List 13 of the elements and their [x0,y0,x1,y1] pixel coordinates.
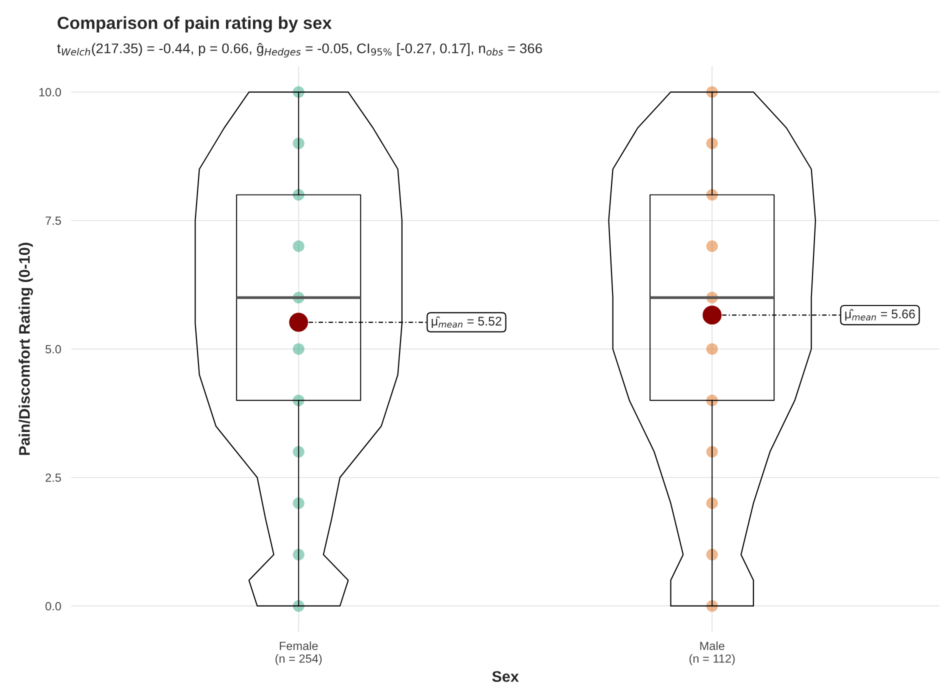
x-tick-label: Male (n = 112) [689,641,735,666]
chart-title: Comparison of pain rating by sex [58,16,332,33]
annotation: μ̂$_{mean}$ = 5.52 [432,316,502,328]
annotation: μ̂$_{mean}$ = 5.66 [845,309,915,321]
y-tick-label: 5.0 [46,345,61,354]
y-tick-label: 0.0 [46,602,61,610]
x-axis-title: Sex [492,671,519,682]
y-tick-label: 10.0 [39,88,61,96]
y-tick-label: 2.5 [46,474,61,482]
x-tick-label: Female (n = 254) [276,641,322,666]
text: t$_{Welch}$(217.35) = -0.44, p = 0.66, ĝ$_{Hedges}$ = -0.05, CI$_{95%}$ [-0.27, 0.17], n$_{obs}$ = 366 [57,43,542,58]
y-tick-label: 7.5 [46,216,61,225]
y-axis-title: Pain/Discomfort Rating (0-10) [18,242,33,455]
